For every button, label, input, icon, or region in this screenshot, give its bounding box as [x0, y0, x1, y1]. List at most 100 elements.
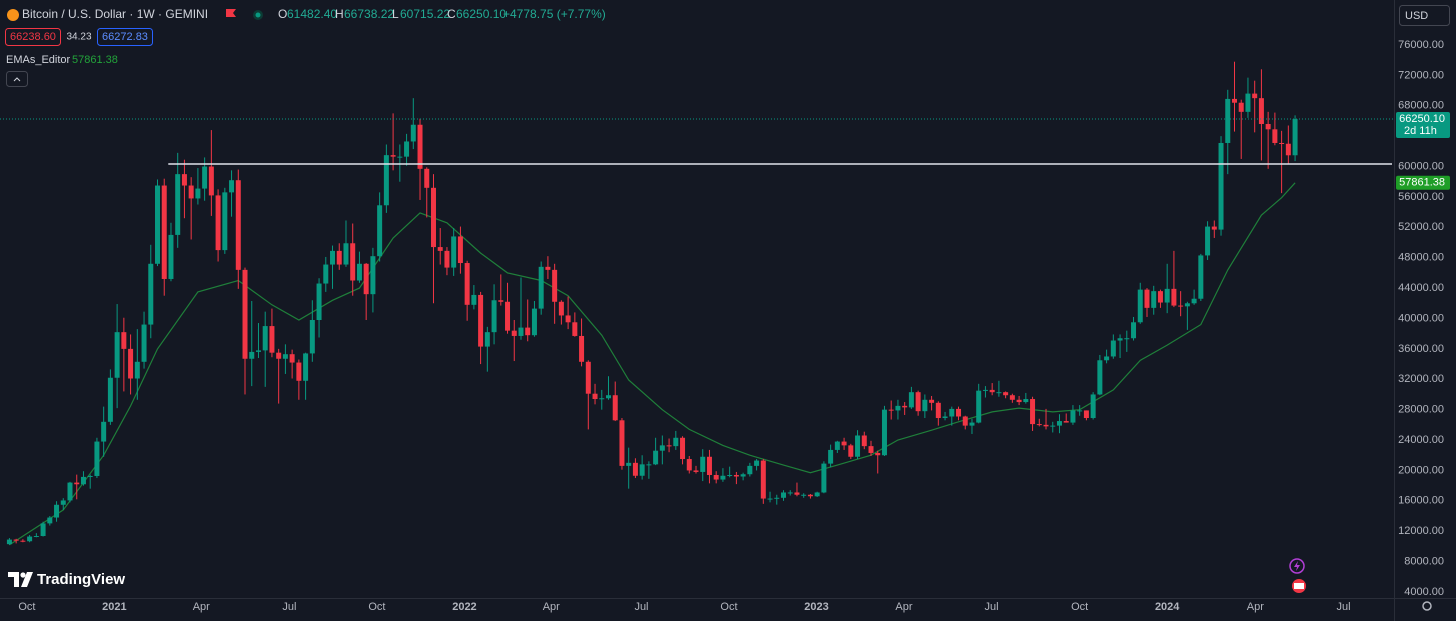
candle-body [350, 243, 356, 281]
candle-body [114, 332, 120, 378]
candle-body [1265, 123, 1271, 130]
candle-body [592, 393, 598, 400]
candle-body [202, 166, 208, 189]
y-tick-label: 16000.00 [1398, 495, 1444, 507]
candle-body [54, 504, 60, 518]
y-tick-label: 52000.00 [1398, 221, 1444, 233]
candle-body [1016, 399, 1022, 403]
candle-body [1157, 291, 1163, 303]
candle-body [1070, 410, 1076, 423]
candle-body [518, 327, 524, 336]
y-tick-label: 24000.00 [1398, 434, 1444, 446]
candle-body [1097, 360, 1103, 395]
candle-body [929, 399, 935, 403]
candle-body [309, 320, 315, 354]
x-tick-label: 2024 [1155, 601, 1180, 613]
plot [0, 61, 1394, 546]
candle-body [545, 266, 551, 270]
candle-body [1218, 142, 1224, 230]
candle-body [1151, 291, 1157, 308]
bid-box[interactable] [5, 28, 61, 46]
candle-body [67, 482, 73, 501]
candle-body [828, 449, 834, 464]
candle-body [1252, 93, 1258, 99]
candle-body [370, 256, 376, 295]
candle-body [1030, 399, 1036, 425]
candle-body [94, 441, 100, 476]
candle-body [760, 460, 766, 499]
candle-body [1083, 410, 1089, 419]
candle-body [781, 492, 787, 498]
candle-body [599, 398, 605, 400]
candle-body [13, 539, 19, 541]
candle-body [356, 263, 362, 281]
candle-body [101, 421, 107, 442]
candle-body [235, 180, 241, 270]
candle-body [1110, 340, 1116, 357]
candle-body [774, 497, 780, 499]
y-tick-label: 8000.00 [1404, 556, 1444, 568]
candle-body [1258, 98, 1264, 124]
candle-body [215, 195, 221, 251]
countdown: 2d 11h [1404, 125, 1437, 137]
y-tick-label: 12000.00 [1398, 525, 1444, 537]
bid[interactable]: 66238.60 [10, 31, 56, 43]
ask[interactable]: 66272.83 [102, 31, 148, 43]
candle-body [1023, 399, 1029, 403]
spread: 34.23 [66, 32, 91, 43]
candle-body [27, 536, 33, 542]
collapse-icon [13, 77, 21, 82]
candle-body [1050, 425, 1056, 427]
candle-body [222, 192, 228, 251]
candle-body [40, 523, 46, 537]
logo-text[interactable]: TradingView [37, 571, 125, 588]
legend-value: 60715.22 [400, 7, 450, 21]
candle-body [942, 416, 948, 419]
candle-body [195, 188, 201, 199]
candle-body [1184, 303, 1190, 307]
indicator-name[interactable]: EMAs_Editor [6, 54, 71, 66]
candle-body [121, 332, 127, 349]
currency-button[interactable] [1399, 5, 1450, 26]
flag-icon[interactable] [226, 9, 236, 17]
candle-body [989, 389, 995, 393]
legend-letter: C [447, 7, 456, 21]
candle-body [855, 435, 861, 457]
candle-body [969, 422, 975, 426]
candle-body [1124, 338, 1130, 340]
ask-box[interactable] [97, 28, 153, 46]
candle-body [511, 330, 517, 336]
candle-body [902, 405, 908, 408]
candle-body [740, 474, 746, 477]
candle-body [686, 459, 692, 471]
candle-body [249, 351, 255, 359]
candle-body [47, 517, 53, 524]
candle-body [141, 324, 147, 362]
candle-body [1198, 255, 1204, 299]
x-tick-label: Jul [984, 601, 998, 613]
price-label: 66250.10 [1399, 113, 1445, 125]
collapse-button[interactable] [6, 71, 28, 87]
candle-body [949, 408, 955, 417]
legend-letter: L [392, 7, 399, 21]
candle-body [505, 301, 511, 331]
symbol-title[interactable]: Bitcoin / U.S. Dollar · 1W · GEMINI [22, 7, 208, 21]
currency[interactable]: USD [1405, 10, 1428, 22]
candle-body [935, 402, 941, 419]
candle-body [181, 174, 187, 186]
legend-value: 61482.40 [287, 7, 337, 21]
y-tick-label: 4000.00 [1404, 586, 1444, 598]
candle-body [848, 445, 854, 457]
candle-body [457, 236, 463, 264]
settings-icon[interactable] [1422, 601, 1432, 611]
candle-body [1164, 288, 1170, 303]
candle-body [1036, 424, 1042, 426]
candle-body [316, 283, 322, 321]
candle-body [720, 475, 726, 480]
alert-icon[interactable] [1289, 558, 1305, 574]
candle-body [531, 308, 537, 336]
candle-body [208, 166, 214, 196]
candle-body [632, 462, 638, 476]
candle-body [814, 492, 820, 497]
